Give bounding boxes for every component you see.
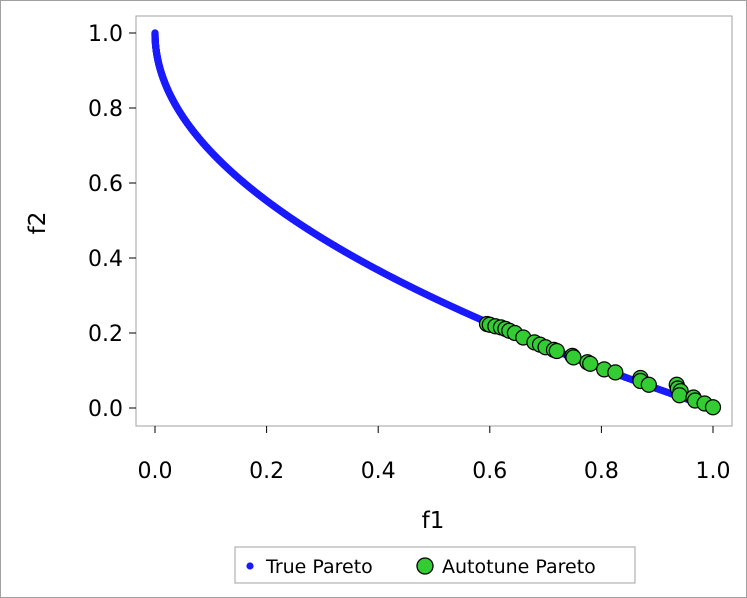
true-pareto-point: [345, 250, 353, 258]
true-pareto-point: [317, 234, 325, 242]
y-tick-label: 1.0: [88, 22, 123, 47]
true-pareto-point: [406, 282, 414, 291]
legend-box: [234, 546, 636, 584]
autotune-pareto-point: [704, 399, 722, 416]
true-pareto-point: [171, 100, 179, 108]
true-pareto-point: [194, 133, 202, 141]
legend-true-pareto-marker: [246, 562, 254, 570]
true-pareto-point: [440, 299, 448, 307]
y-tick-label: 0.0: [88, 397, 123, 422]
y-axis: 0.0 0.2 0.4 0.6 0.8 1.0: [88, 22, 136, 422]
x-tick-label: 0.8: [584, 459, 619, 484]
y-tick-label: 0.4: [88, 247, 123, 272]
true-pareto-point: [423, 291, 431, 299]
true-pareto-point: [160, 76, 168, 84]
true-pareto-point: [259, 194, 267, 202]
legend: True Pareto Autotune Pareto: [234, 546, 636, 584]
autotune-pareto-point: [640, 376, 657, 393]
x-tick-label: 0.4: [361, 459, 396, 484]
true-pareto-point: [214, 155, 222, 163]
true-pareto-point: [269, 201, 277, 210]
true-pareto-point: [200, 140, 208, 148]
autotune-pareto-point: [582, 355, 599, 372]
true-pareto-point: [458, 307, 466, 315]
legend-true-pareto-label: True Pareto: [265, 556, 373, 578]
true-pareto-point: [151, 29, 159, 37]
true-pareto-point: [152, 46, 160, 54]
x-axis: 0.0 0.2 0.4 0.6 0.8 1.0: [138, 426, 731, 484]
autotune-pareto-point: [671, 387, 688, 404]
x-tick-label: 0.0: [138, 459, 173, 484]
true-pareto-point: [165, 88, 173, 96]
y-tick-label: 0.2: [88, 322, 123, 347]
plot-area-border: [135, 15, 733, 427]
true-pareto-point: [230, 170, 238, 178]
true-pareto-point: [179, 113, 187, 121]
true-pareto-series: [151, 29, 717, 412]
true-pareto-point: [188, 126, 196, 134]
x-axis-title: f1: [422, 508, 445, 534]
true-pareto-point: [222, 162, 230, 171]
y-tick-label: 0.8: [88, 97, 123, 122]
true-pareto-point: [374, 266, 382, 274]
legend-autotune-pareto-label: Autotune Pareto: [442, 556, 596, 578]
true-pareto-point: [331, 242, 339, 250]
legend-autotune-pareto-marker: [416, 557, 434, 575]
x-tick-label: 1.0: [696, 459, 731, 484]
autotune-pareto-point: [565, 349, 582, 366]
true-pareto-point: [183, 119, 191, 127]
true-pareto-point: [249, 186, 257, 194]
true-pareto-point: [304, 225, 313, 234]
true-pareto-point: [174, 106, 183, 114]
true-pareto-point: [168, 94, 176, 102]
true-pareto-point: [280, 210, 289, 218]
true-pareto-point: [359, 258, 367, 266]
autotune-pareto-point: [548, 342, 565, 360]
y-axis-title: f2: [25, 212, 51, 235]
y-tick-label: 0.6: [88, 172, 123, 197]
autotune-pareto-point: [607, 364, 624, 381]
true-pareto-point: [162, 82, 170, 90]
true-pareto-point: [390, 274, 398, 282]
true-pareto-point: [292, 218, 300, 226]
x-tick-label: 0.6: [472, 459, 507, 484]
true-pareto-point: [621, 373, 629, 381]
true-pareto-point: [207, 147, 215, 156]
autotune-pareto-series: [478, 315, 722, 416]
true-pareto-point: [239, 178, 247, 186]
x-tick-label: 0.2: [249, 459, 284, 484]
